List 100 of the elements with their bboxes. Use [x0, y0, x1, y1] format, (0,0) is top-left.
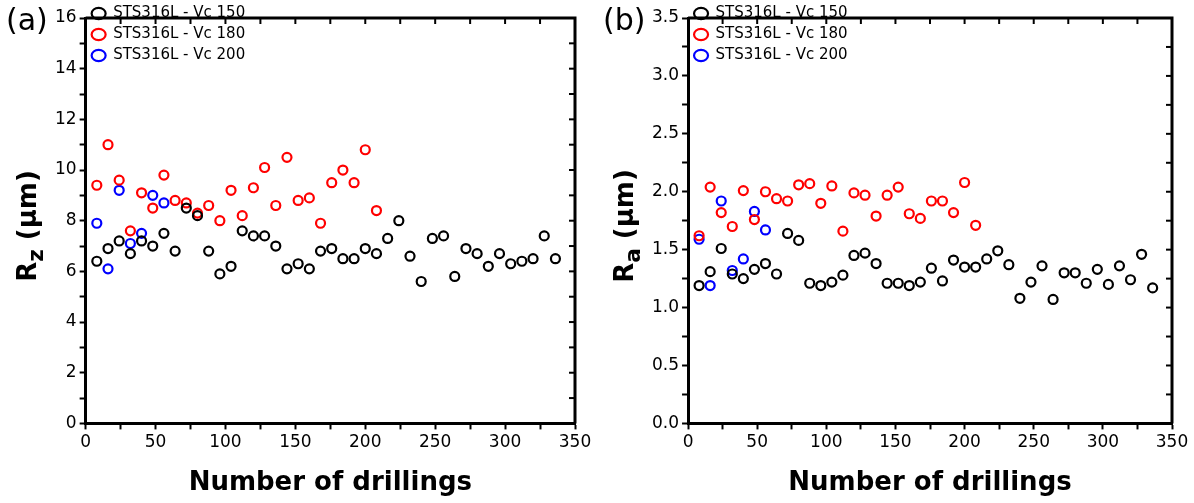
point [892, 181, 904, 193]
y-tick-label: 0.5 [651, 353, 680, 374]
y-tick-label: 3.0 [651, 64, 680, 85]
point [947, 254, 960, 266]
y-tick-label: 0.0 [651, 411, 680, 432]
point [958, 261, 971, 273]
point [704, 266, 716, 278]
legend-label: STS316L - Vc 200 [715, 45, 848, 64]
point [124, 248, 136, 260]
point [247, 230, 260, 242]
point [158, 169, 170, 181]
point [826, 180, 838, 192]
point [781, 227, 794, 240]
point [147, 240, 159, 252]
point [281, 263, 293, 275]
point [859, 189, 871, 201]
legend-label: STS316L - Vc 150 [715, 3, 848, 22]
point [1124, 274, 1137, 286]
legend-label: STS316L - Vc 200 [113, 45, 246, 64]
point [936, 275, 949, 287]
x-axis-title: Number of drillings [188, 466, 473, 497]
point [538, 230, 550, 242]
point [903, 208, 915, 220]
point [326, 177, 338, 189]
point [337, 253, 349, 265]
point [180, 202, 192, 214]
point [837, 269, 849, 281]
point [1058, 267, 1070, 279]
point [314, 245, 327, 257]
point [426, 232, 438, 245]
point [748, 263, 761, 275]
point [281, 151, 293, 163]
legend-label: STS316L - Vc 150 [113, 3, 246, 22]
point [1036, 260, 1048, 272]
y-tick-label: 10 [54, 158, 77, 179]
point [102, 263, 114, 275]
point [169, 194, 181, 207]
point [135, 227, 148, 239]
point [881, 277, 893, 289]
point [91, 217, 103, 229]
point [815, 279, 827, 292]
point [848, 249, 860, 262]
point [981, 253, 993, 265]
point [158, 227, 170, 239]
point [1014, 292, 1026, 304]
point [214, 215, 226, 227]
point [925, 262, 937, 274]
point [314, 217, 327, 229]
y-tick-label: 4 [65, 310, 77, 331]
point [1069, 267, 1081, 279]
point [1113, 260, 1126, 272]
y-tick-label: 0 [65, 411, 77, 432]
point [158, 197, 170, 209]
x-tick-label: 300 [488, 431, 522, 452]
point [704, 279, 716, 292]
point [102, 242, 114, 255]
x-tick-label: 200 [948, 431, 981, 452]
point [804, 277, 816, 289]
y-tick-label: 16 [54, 6, 77, 27]
point [203, 199, 215, 212]
y-tick-label: 2.0 [651, 180, 680, 201]
x-tick-label: 350 [558, 431, 592, 452]
point [1025, 276, 1037, 288]
point [326, 242, 338, 255]
chart-title: (a) [6, 2, 48, 37]
point [759, 186, 772, 198]
point [737, 184, 749, 197]
point [225, 260, 237, 272]
point [527, 253, 539, 265]
point [359, 144, 371, 156]
point [359, 242, 371, 255]
point [726, 268, 738, 280]
point [91, 255, 103, 267]
x-tick-label: 350 [1155, 431, 1189, 452]
point [449, 270, 461, 283]
point [748, 205, 761, 218]
point [303, 192, 315, 204]
point [102, 139, 114, 151]
point [337, 164, 349, 176]
x-tick-label: 150 [279, 431, 312, 452]
x-tick-label: 300 [1086, 431, 1120, 452]
point [793, 179, 805, 191]
point [147, 189, 159, 201]
point [348, 253, 360, 265]
point [759, 224, 772, 236]
legend-label: STS316L - Vc 180 [113, 24, 246, 43]
point [404, 250, 416, 262]
point [726, 264, 738, 277]
point [203, 245, 215, 257]
point [124, 225, 136, 237]
point [881, 189, 893, 201]
point [91, 179, 103, 191]
point [393, 215, 405, 227]
x-tick-label: 100 [209, 431, 242, 452]
point [726, 220, 738, 233]
y-tick-label: 3.5 [651, 6, 680, 27]
x-axis-title: Number of drillings [788, 466, 1072, 497]
point [460, 242, 472, 255]
x-tick-label: 250 [1017, 431, 1050, 452]
point [1102, 278, 1114, 291]
